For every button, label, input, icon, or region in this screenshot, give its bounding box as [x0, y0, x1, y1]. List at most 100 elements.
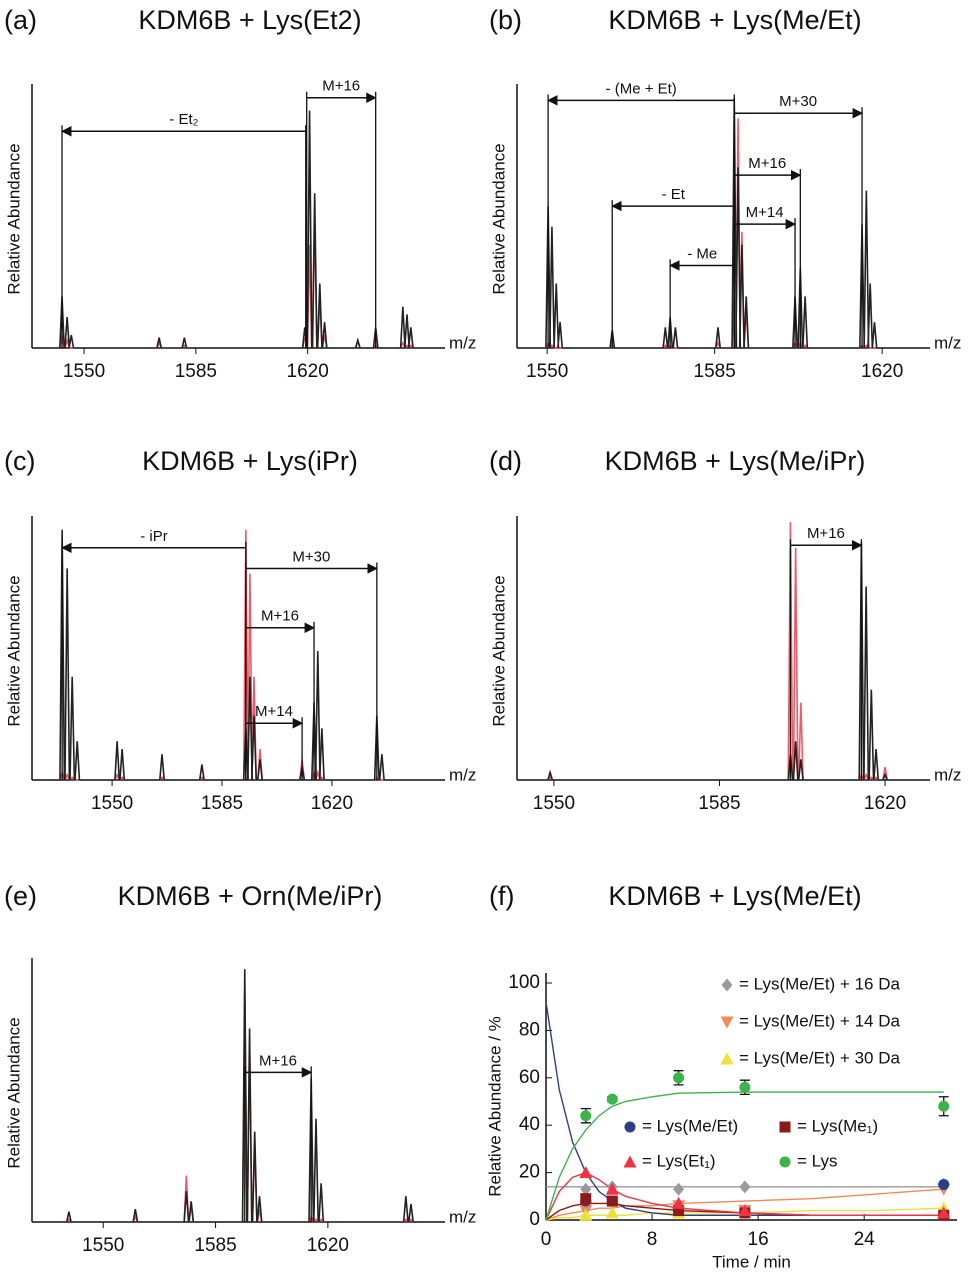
- peak: [871, 322, 878, 349]
- x-tick-label: 0: [541, 1229, 552, 1250]
- peak: [242, 529, 249, 781]
- x-tick-label: 1550: [533, 793, 575, 814]
- peak: [64, 316, 71, 349]
- legend-marker: [721, 978, 733, 992]
- legend-label: = Lys(Me/Et) + 30 Da: [739, 1048, 900, 1067]
- annotation-label: M+16: [807, 525, 845, 542]
- point: [579, 1208, 593, 1221]
- panel-label: (b): [489, 5, 522, 35]
- peak: [882, 766, 889, 781]
- annotation-label: - Me: [687, 245, 717, 262]
- peak: [548, 226, 555, 349]
- peak: [792, 547, 799, 781]
- x-tick-label: 8: [647, 1229, 658, 1250]
- annotation-label: M+14: [255, 703, 293, 720]
- panel-title: KDM6B + Lys(iPr): [142, 446, 358, 476]
- x-tick-label: 1585: [175, 361, 217, 382]
- legend-marker: [779, 1156, 791, 1168]
- peak: [354, 337, 361, 349]
- peak: [735, 167, 742, 349]
- annotation-label: M+16: [261, 608, 299, 625]
- peak: [198, 764, 205, 781]
- y-tick-label: 100: [508, 972, 540, 993]
- point: [938, 1100, 950, 1112]
- annotation-label: M+14: [746, 204, 784, 221]
- peak: [321, 322, 328, 349]
- point: [606, 1093, 618, 1105]
- peak: [407, 1203, 414, 1223]
- x-tick-label: 1620: [864, 793, 906, 814]
- x-axis-label: m/z: [449, 765, 476, 784]
- point: [673, 1072, 685, 1084]
- annotation-label: - Et₂: [169, 111, 198, 128]
- peak: [69, 676, 76, 781]
- legend-label: = Lys(Me₁): [797, 1116, 878, 1135]
- peak: [64, 568, 71, 781]
- legend-label: = Lys(Me/Et) + 14 Da: [739, 1011, 900, 1030]
- peak: [873, 748, 880, 781]
- x-axis-label: m/z: [934, 333, 961, 352]
- y-tick-label: 0: [529, 1209, 540, 1230]
- peak: [188, 1201, 195, 1223]
- peak: [378, 754, 385, 781]
- legend-marker: [720, 1016, 734, 1029]
- peak: [863, 190, 870, 349]
- annotation-label: M+30: [779, 93, 817, 110]
- point: [673, 1182, 685, 1196]
- x-tick-label: 1585: [194, 1235, 236, 1256]
- point: [938, 1178, 950, 1190]
- annotation-label: M+16: [322, 78, 360, 95]
- x-tick-label: 1550: [63, 361, 105, 382]
- x-axis-label: m/z: [449, 333, 476, 352]
- legend-marker: [624, 1121, 636, 1133]
- x-tick-label: 24: [854, 1229, 876, 1250]
- y-axis-label: Relative Abundance: [4, 1017, 23, 1168]
- peak: [715, 327, 721, 349]
- legend-label: = Lys(Me/Et) + 16 Da: [739, 974, 900, 993]
- point: [739, 1081, 751, 1093]
- peak: [797, 759, 804, 781]
- x-axis-label: m/z: [934, 765, 961, 784]
- peak: [311, 193, 318, 349]
- peak: [246, 676, 253, 781]
- y-tick-label: 60: [519, 1067, 540, 1088]
- fit-line: [545, 1091, 944, 1221]
- peak: [743, 296, 750, 349]
- legend-label: = Lys(Et₁): [642, 1151, 716, 1170]
- peak: [114, 741, 121, 781]
- peak: [867, 283, 874, 349]
- peak: [868, 689, 875, 781]
- peak: [403, 314, 410, 349]
- peak: [132, 1208, 139, 1223]
- panel-title: KDM6B + Orn(Me/iPr): [118, 881, 383, 911]
- x-tick-label: 1550: [526, 361, 568, 382]
- legend-marker: [623, 1155, 637, 1168]
- peak: [74, 741, 81, 781]
- x-tick-label: 1585: [201, 793, 243, 814]
- point: [580, 1193, 592, 1205]
- x-tick-label: 1585: [698, 793, 740, 814]
- peak: [797, 702, 804, 781]
- peak: [402, 1196, 409, 1223]
- x-tick-label: 1585: [694, 361, 736, 382]
- point: [672, 1196, 686, 1209]
- fit-line: [545, 1207, 944, 1221]
- annotation-label: M+16: [748, 155, 786, 172]
- point: [739, 1180, 751, 1194]
- x-tick-label: 1550: [91, 793, 133, 814]
- peak: [156, 337, 163, 349]
- panel-label: (a): [4, 5, 37, 35]
- panel-title: KDM6B + Lys(Me/Et): [608, 5, 861, 35]
- peak: [316, 283, 323, 349]
- peak: [553, 283, 560, 349]
- x-tick-label: 1620: [861, 361, 903, 382]
- point: [606, 1195, 618, 1207]
- peak: [863, 586, 870, 781]
- peak: [314, 650, 321, 781]
- y-axis-label: Relative Abundance / %: [485, 1016, 504, 1197]
- peak: [318, 728, 325, 781]
- peak: [183, 1190, 190, 1223]
- legend-label: = Lys: [797, 1151, 837, 1170]
- legend-marker: [779, 1121, 791, 1133]
